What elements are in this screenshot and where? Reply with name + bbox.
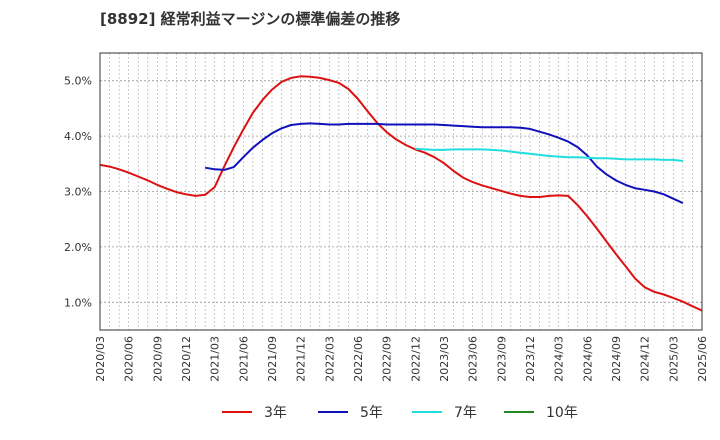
series-layer — [99, 75, 703, 312]
x-tick-label: 2022/03 — [323, 336, 336, 382]
chart-title: [8892] 経常利益マージンの標準偏差の推移 — [100, 10, 401, 28]
x-tick-label: 2020/06 — [123, 336, 136, 382]
x-tick-label: 2023/09 — [495, 336, 508, 382]
x-tick-label: 2022/12 — [409, 336, 422, 382]
legend-label: 5年 — [360, 405, 383, 421]
x-tick-label: 2024/12 — [639, 336, 652, 382]
x-tick-label: 2025/03 — [667, 336, 680, 382]
x-tick-label: 2021/03 — [209, 336, 222, 382]
x-tick-label: 2023/03 — [438, 336, 451, 382]
x-tick-label: 2022/09 — [381, 336, 394, 382]
x-tick-label: 2024/09 — [610, 336, 623, 382]
legend-item: 10年 — [504, 402, 578, 422]
y-tick-label: 1.0% — [64, 296, 92, 309]
y-tick-label: 5.0% — [64, 75, 92, 88]
plot-border — [99, 52, 703, 331]
x-tick-label: 2024/06 — [581, 336, 594, 382]
legend-label: 10年 — [546, 405, 578, 421]
legend-item: 3年 — [222, 402, 287, 422]
legend-item: 5年 — [318, 402, 383, 422]
x-axis-labels: 2020/03 2020/06 2020/09 2020/12 2021/03 2021/… — [94, 336, 709, 382]
legend-swatch — [222, 411, 252, 413]
x-tick-label: 2025/06 — [696, 336, 709, 382]
legend-label: 3年 — [264, 405, 287, 421]
x-tick-label: 2023/06 — [467, 336, 480, 382]
x-tick-label: 2021/12 — [295, 336, 308, 382]
y-tick-label: 3.0% — [64, 186, 92, 199]
x-tick-label: 2024/03 — [553, 336, 566, 382]
series-line-5年 — [204, 122, 684, 205]
y-axis-labels: 1.0% 2.0% 3.0% 4.0% 5.0% — [64, 75, 92, 310]
grid-layer — [99, 53, 703, 330]
legend-label: 7年 — [454, 405, 477, 421]
y-tick-label: 2.0% — [64, 241, 92, 254]
x-tick-label: 2022/06 — [352, 336, 365, 382]
series-line-7年 — [415, 147, 684, 162]
x-tick-label: 2021/09 — [266, 336, 279, 382]
x-tick-label: 2023/12 — [524, 336, 537, 382]
x-tick-label: 2020/03 — [94, 336, 107, 382]
legend-swatch — [504, 411, 534, 413]
legend-item: 7年 — [412, 402, 477, 422]
x-tick-label: 2020/12 — [180, 336, 193, 382]
x-tick-label: 2020/09 — [151, 336, 164, 382]
legend-swatch — [412, 411, 442, 413]
x-tick-label: 2021/06 — [237, 336, 250, 382]
legend: 3年 5年 7年 10年 — [0, 402, 720, 428]
legend-swatch — [318, 411, 348, 413]
series-line-3年 — [99, 75, 703, 312]
y-tick-label: 4.0% — [64, 130, 92, 143]
